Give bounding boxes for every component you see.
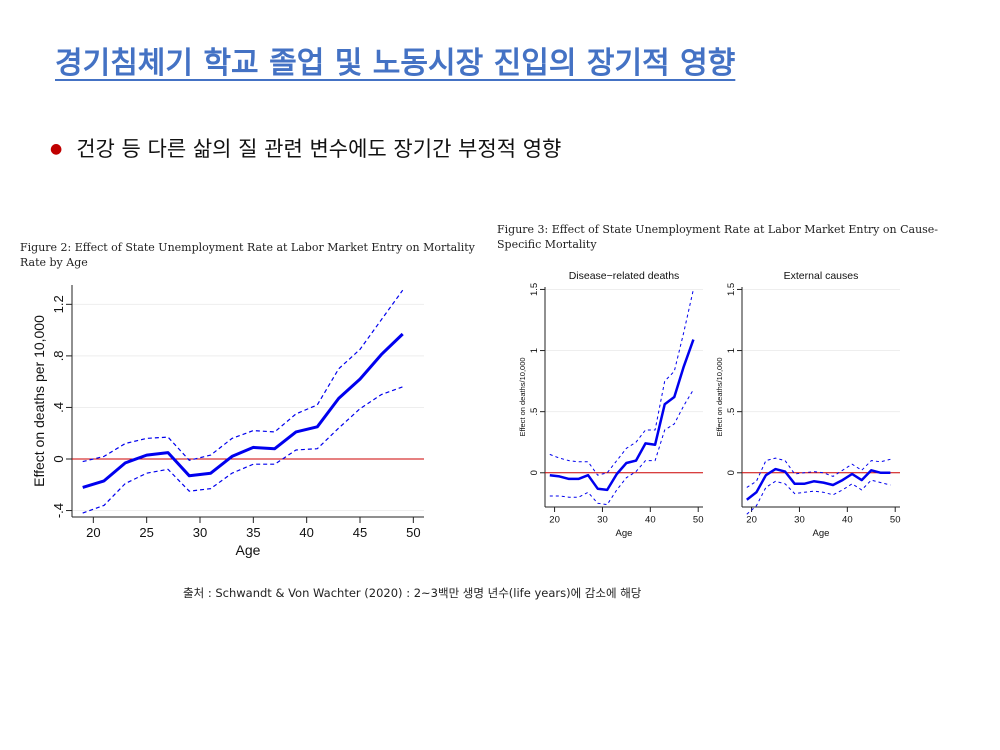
x-tick-label: 40 xyxy=(299,525,313,540)
x-tick-label: 20 xyxy=(549,515,560,526)
x-tick-label: 30 xyxy=(794,515,805,526)
x-tick-label: 50 xyxy=(406,525,420,540)
x-tick-label: 45 xyxy=(353,525,367,540)
figure3-caption: Figure 3: Effect of State Unemployment R… xyxy=(497,223,939,251)
y-tick-label: 0 xyxy=(51,455,66,462)
y-tick-label: 1 xyxy=(726,348,737,353)
x-tick-label: 25 xyxy=(139,525,153,540)
y-tick-label: 1.5 xyxy=(726,283,737,296)
figure2-caption: Figure 2: Effect of State Unemployment R… xyxy=(20,241,475,269)
y-tick-label: .8 xyxy=(51,350,66,361)
series-line-estimate xyxy=(549,339,695,492)
source-note: 출처 : Schwandt & Von Wachter (2020) : 2~3… xyxy=(183,586,642,600)
x-axis-label: Age xyxy=(813,528,830,539)
series-line-ci-lower xyxy=(549,389,694,506)
bullet-dot-icon: ● xyxy=(50,141,63,157)
chart-external-causes: External causes 0 .5 1 1.5 20 30 40 50 Age Effect … xyxy=(715,270,901,539)
series-line-ci-upper xyxy=(746,457,891,488)
x-tick-label: 30 xyxy=(597,515,608,526)
x-tick-label: 50 xyxy=(890,515,901,526)
series-line-ci-lower xyxy=(746,479,891,515)
x-axis-label: Age xyxy=(236,542,261,558)
y-tick-label: -.4 xyxy=(51,503,66,518)
y-tick-label: 0 xyxy=(726,470,737,475)
y-tick-label: 1.5 xyxy=(529,283,540,296)
series-line-estimate xyxy=(82,332,404,489)
y-axis-label: Effect on deaths/10,000 xyxy=(518,357,527,436)
y-axis-label: Effect on deaths/10,000 xyxy=(715,357,724,436)
y-tick-label: 0 xyxy=(529,470,540,475)
series-line-ci-upper xyxy=(549,289,694,476)
x-tick-label: 50 xyxy=(693,515,704,526)
slide-title: 경기침체기 학교 졸업 및 노동시장 진입의 장기적 영향 xyxy=(55,46,736,81)
y-tick-label: 1.2 xyxy=(51,295,66,313)
bullet-text: 건강 등 다른 삶의 질 관련 변수에도 장기간 부정적 영향 xyxy=(76,137,562,161)
y-axis-label: Effect on deaths per 10,000 xyxy=(31,315,47,487)
y-tick-label: .5 xyxy=(529,408,540,416)
y-tick-label: .4 xyxy=(51,402,66,413)
y-tick-label: .5 xyxy=(726,408,737,416)
chart-disease-deaths: Disease−related deaths 0 .5 1 1.5 20 30 40 50 Age… xyxy=(518,270,704,539)
x-tick-label: 40 xyxy=(842,515,853,526)
x-tick-label: 20 xyxy=(86,525,100,540)
chart-mortality-by-age: -.4 0 .4 .8 1.2 20 25 30 35 40 45 50 Age Effect on de… xyxy=(31,285,424,558)
series-line-ci-upper xyxy=(82,289,404,463)
bullet-item: ● 건강 등 다른 삶의 질 관련 변수에도 장기간 부정적 영향 xyxy=(50,133,561,163)
x-axis-label: Age xyxy=(616,528,633,539)
series-line-estimate xyxy=(746,467,891,501)
series-line-ci-lower xyxy=(82,386,403,514)
x-tick-label: 40 xyxy=(645,515,656,526)
x-tick-label: 35 xyxy=(246,525,260,540)
y-tick-label: 1 xyxy=(529,348,540,353)
chart-title: Disease−related deaths xyxy=(569,270,680,282)
chart-title: External causes xyxy=(784,270,859,282)
x-tick-label: 30 xyxy=(193,525,207,540)
x-tick-label: 20 xyxy=(746,515,757,526)
